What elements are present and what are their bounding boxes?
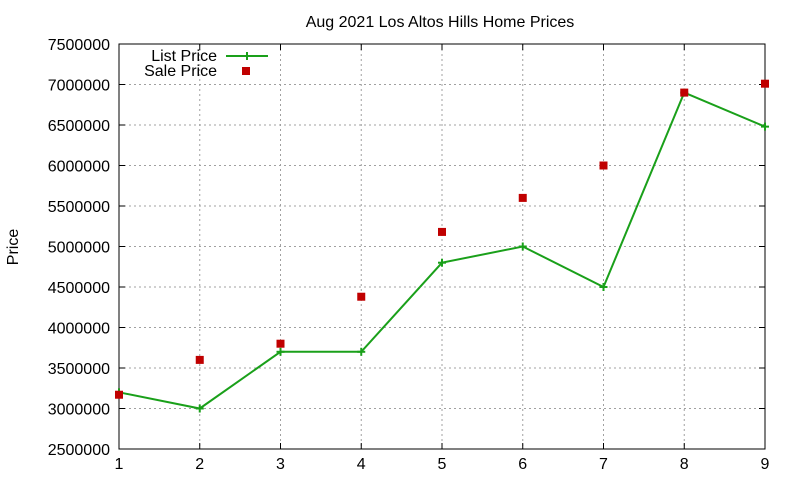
x-tick-label: 2 [195,456,204,473]
plot-frame [118,43,766,450]
legend-swatch-sale-price [242,67,250,75]
legend: List Price Sale Price [144,48,268,80]
legend-label-sale-price: Sale Price [144,63,217,80]
x-tick-label: 9 [761,456,770,473]
x-tick-label: 4 [357,456,366,473]
legend-swatch-list-price [226,52,268,60]
list-price-point [276,347,285,356]
sale-price-point [599,161,608,170]
y-tick-label: 7500000 [48,37,110,54]
x-tick-label: 1 [115,456,124,473]
x-tick-label: 5 [438,456,447,473]
list-price-point [518,242,527,251]
sale-price-point [115,390,123,399]
list-price-point [599,283,608,291]
legend-square [242,67,250,75]
legend-label-list-price: List Price [151,48,217,65]
y-tick-label: 6000000 [48,159,110,176]
y-tick-label: 5000000 [48,240,110,257]
grid-lines [119,44,765,449]
x-tick-labels: 1 2 3 4 5 6 7 8 9 [115,44,770,473]
x-tick-label: 7 [599,456,608,473]
y-tick-labels: 2500000 3000000 3500000 4000000 4500000 50000… [48,37,765,459]
y-tick-label: 4500000 [48,280,110,297]
sale-price-point [518,193,527,202]
y-tick-label: 2500000 [48,442,110,459]
list-price-point [761,122,769,131]
y-tick-label: 4000000 [48,321,110,338]
x-tick-label: 3 [276,456,285,473]
y-axis-label: Price [5,229,22,266]
x-tick-label: 8 [680,456,689,473]
y-tick-label: 3500000 [48,361,110,378]
series-layer [115,79,769,413]
sale-price-point [761,79,769,88]
list-price-point [438,258,446,267]
list-price-point [357,347,366,356]
chart-title: Aug 2021 Los Altos Hills Home Prices [306,14,575,31]
sale-price-point [680,88,689,97]
y-tick-label: 6500000 [48,118,110,135]
sale-price-point [195,355,204,364]
y-tick-label: 3000000 [48,402,110,419]
x-tick-label: 6 [518,456,527,473]
y-tick-label: 7000000 [48,78,110,95]
sale-price-point [438,227,446,236]
list-price-point [195,404,204,413]
sale-price-point [276,339,285,348]
y-tick-label: 5500000 [48,199,110,216]
sale-price-point [357,292,366,301]
